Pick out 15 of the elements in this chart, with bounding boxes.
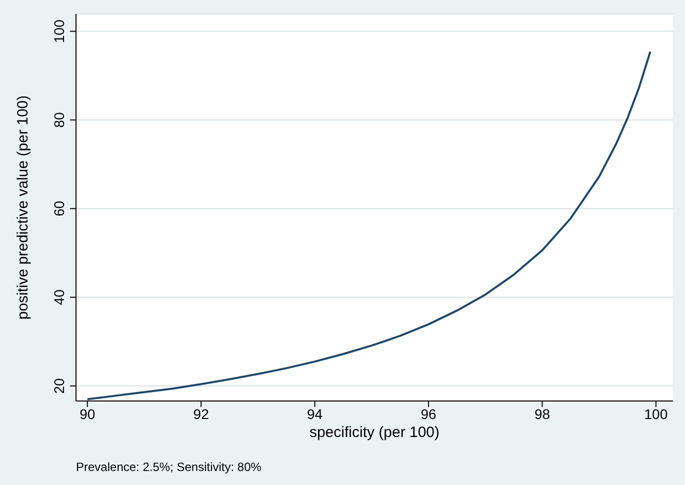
x-tick-label: 92 — [193, 406, 210, 422]
y-tick-label: 20 — [51, 378, 67, 394]
y-tick-label: 60 — [51, 200, 67, 216]
x-tick-label: 100 — [644, 406, 668, 422]
x-tick-label: 90 — [80, 406, 96, 422]
x-tick-label: 96 — [420, 406, 437, 422]
y-tick-label: 100 — [51, 19, 67, 43]
x-tick-label: 98 — [534, 406, 550, 422]
y-tick-label: 40 — [51, 289, 67, 306]
y-axis-title: positive predictive value (per 100) — [14, 95, 32, 320]
text: Prevalence: 2.5%; Sensitivity: 80% — [76, 460, 262, 474]
line-series — [86, 50, 652, 400]
x-axis-title: specificity (per 100) — [309, 424, 440, 441]
x-tick-label: 94 — [307, 406, 323, 422]
y-tick-label: 80 — [51, 112, 67, 128]
